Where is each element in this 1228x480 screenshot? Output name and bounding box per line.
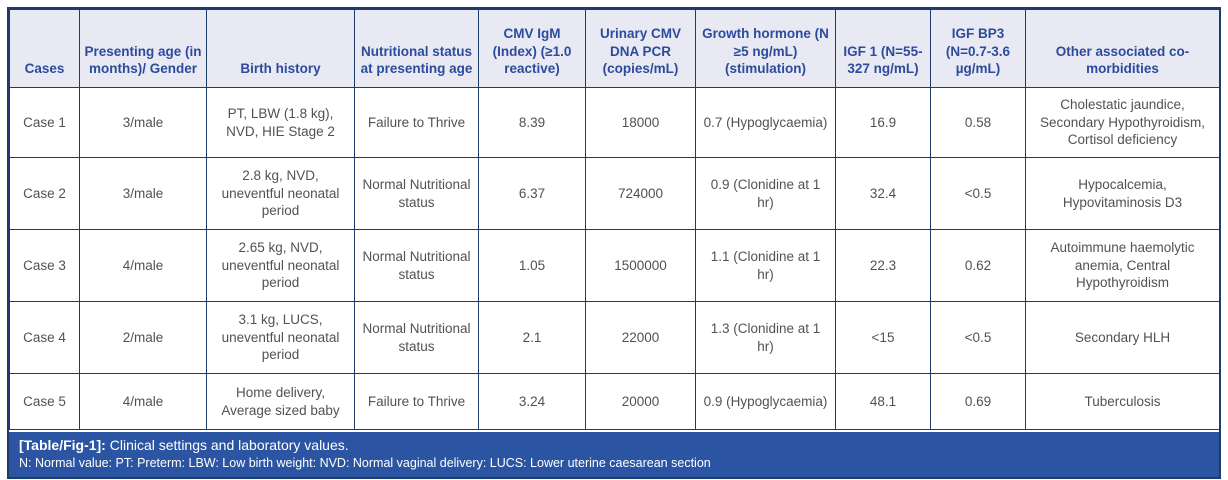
table-row: Case 4 2/male 3.1 kg, LUCS, uneventful n… [9, 301, 1220, 374]
table-cell: Home delivery, Average sized baby [206, 373, 355, 430]
caption-band: [Table/Fig-1]: Clinical settings and lab… [9, 432, 1219, 478]
table-cell: 2.8 kg, NVD, uneventful neonatal period [206, 157, 355, 230]
table-cell: Normal Nutritional status [354, 301, 479, 374]
table-cell: 1.3 (Clonidine at 1 hr) [695, 301, 836, 374]
table-cell: 6.37 [478, 157, 586, 230]
table-cell: 32.4 [835, 157, 931, 230]
table-cell: 0.62 [930, 229, 1026, 302]
table-row: Case 5 4/male Home delivery, Average siz… [9, 373, 1220, 430]
column-header-igfbp3: IGF BP3 (N=0.7-3.6 µg/mL) [930, 9, 1026, 88]
table-cell: 1500000 [585, 229, 696, 302]
table-cell: Autoimmune haemolytic anemia, Central Hy… [1025, 229, 1220, 302]
table-cell: 2.1 [478, 301, 586, 374]
table-cell: 0.58 [930, 87, 1026, 158]
table-cell: Normal Nutritional status [354, 229, 479, 302]
table-figure-panel: Cases Presenting age (in months)/ Gender… [7, 7, 1221, 480]
table-cell: Case 1 [9, 87, 80, 158]
table-header-row: Cases Presenting age (in months)/ Gender… [9, 9, 1220, 88]
table-cell: Failure to Thrive [354, 373, 479, 430]
table-row: Case 1 3/male PT, LBW (1.8 kg), NVD, HIE… [9, 87, 1220, 158]
column-header-nutritional-status: Nutritional status at presenting age [354, 9, 479, 88]
table-cell: <15 [835, 301, 931, 374]
clinical-table: Cases Presenting age (in months)/ Gender… [9, 9, 1220, 430]
column-header-urinary-cmv: Urinary CMV DNA PCR (copies/mL) [585, 9, 696, 88]
column-header-growth-hormone: Growth hormone (N ≥5 ng/mL) (stimulation… [695, 9, 836, 88]
table-cell: 4/male [79, 373, 207, 430]
table-cell: 22.3 [835, 229, 931, 302]
table-cell: 4/male [79, 229, 207, 302]
table-cell: 2.65 kg, NVD, uneventful neonatal period [206, 229, 355, 302]
table-cell: 3/male [79, 157, 207, 230]
table-cell: <0.5 [930, 301, 1026, 374]
column-header-cmv-igm: CMV IgM (Index) (≥1.0 reactive) [478, 9, 586, 88]
table-cell: 3.24 [478, 373, 586, 430]
table-cell: Normal Nutritional status [354, 157, 479, 230]
caption-line: [Table/Fig-1]: Clinical settings and lab… [19, 436, 1209, 455]
column-header-igf1: IGF 1 (N=55-327 ng/mL) [835, 9, 931, 88]
table-row: Case 2 3/male 2.8 kg, NVD, uneventful ne… [9, 157, 1220, 230]
table-cell: 0.69 [930, 373, 1026, 430]
caption-title: Clinical settings and laboratory values. [109, 437, 349, 453]
table-cell: 3.1 kg, LUCS, uneventful neonatal period [206, 301, 355, 374]
table-cell: Case 4 [9, 301, 80, 374]
table-cell: Case 3 [9, 229, 80, 302]
table-cell: 0.7 (Hypoglycaemia) [695, 87, 836, 158]
column-header-comorbidities: Other associated co-morbidities [1025, 9, 1220, 88]
table-cell: PT, LBW (1.8 kg), NVD, HIE Stage 2 [206, 87, 355, 158]
table-fig-label: [Table/Fig-1]: [19, 437, 106, 453]
table-cell: 3/male [79, 87, 207, 158]
table-cell: Tuberculosis [1025, 373, 1220, 430]
table-cell: Secondary HLH [1025, 301, 1220, 374]
caption-abbreviations: N: Normal value: PT: Preterm: LBW: Low b… [19, 455, 711, 470]
table-cell: 1.1 (Clonidine at 1 hr) [695, 229, 836, 302]
table-row: Case 3 4/male 2.65 kg, NVD, uneventful n… [9, 229, 1220, 302]
column-header-cases: Cases [9, 9, 80, 88]
table-cell: 48.1 [835, 373, 931, 430]
divider [9, 430, 1219, 432]
table-cell: 2/male [79, 301, 207, 374]
table-cell: 1.05 [478, 229, 586, 302]
column-header-birth-history: Birth history [206, 9, 355, 88]
table-cell: 724000 [585, 157, 696, 230]
table-cell: 8.39 [478, 87, 586, 158]
table-cell: Failure to Thrive [354, 87, 479, 158]
table-cell: <0.5 [930, 157, 1026, 230]
table-cell: Case 2 [9, 157, 80, 230]
table-cell: Cholestatic jaundice, Secondary Hypothyr… [1025, 87, 1220, 158]
table-cell: 0.9 (Hypoglycaemia) [695, 373, 836, 430]
table-cell: 20000 [585, 373, 696, 430]
table-cell: 16.9 [835, 87, 931, 158]
table-cell: 22000 [585, 301, 696, 374]
table-cell: 0.9 (Clonidine at 1 hr) [695, 157, 836, 230]
table-cell: 18000 [585, 87, 696, 158]
table-cell: Case 5 [9, 373, 80, 430]
column-header-age-gender: Presenting age (in months)/ Gender [79, 9, 207, 88]
table-cell: Hypocalcemia, Hypovitaminosis D3 [1025, 157, 1220, 230]
